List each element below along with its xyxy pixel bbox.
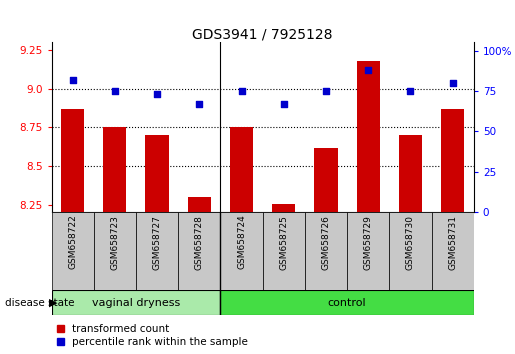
Bar (52, 290, 220, 315)
Text: GSM658722: GSM658722 (68, 215, 77, 269)
Bar (441, 109, 465, 212)
Text: GSM658730: GSM658730 (406, 215, 415, 270)
Bar (305, 212, 347, 290)
Bar (61, 109, 84, 212)
Text: control: control (328, 298, 367, 308)
Bar (178, 212, 220, 290)
Bar (314, 148, 338, 212)
Point (237, 88, 246, 94)
Point (195, 101, 203, 107)
Text: GSM658726: GSM658726 (321, 215, 331, 270)
Bar (356, 61, 380, 212)
Text: disease state: disease state (5, 298, 75, 308)
Text: ▶: ▶ (49, 298, 58, 308)
Bar (263, 212, 305, 290)
Bar (347, 212, 389, 290)
Bar (230, 127, 253, 212)
Bar (52, 212, 94, 290)
Legend: transformed count, percentile rank within the sample: transformed count, percentile rank withi… (57, 324, 248, 347)
Bar (432, 212, 474, 290)
Text: GSM658729: GSM658729 (364, 215, 373, 270)
Title: GDS3941 / 7925128: GDS3941 / 7925128 (193, 27, 333, 41)
Text: GSM658728: GSM658728 (195, 215, 204, 270)
Bar (220, 290, 474, 315)
Point (406, 88, 415, 94)
Bar (94, 212, 136, 290)
Point (364, 67, 372, 73)
Bar (187, 197, 211, 212)
Bar (136, 212, 178, 290)
Bar (272, 204, 296, 212)
Text: vaginal dryness: vaginal dryness (92, 298, 180, 308)
Point (153, 91, 161, 97)
Text: GSM658731: GSM658731 (448, 215, 457, 270)
Bar (103, 127, 127, 212)
Bar (145, 135, 169, 212)
Point (280, 101, 288, 107)
Text: GSM658727: GSM658727 (152, 215, 162, 270)
Point (322, 88, 330, 94)
Text: GSM658723: GSM658723 (110, 215, 119, 270)
Bar (220, 212, 263, 290)
Text: GSM658724: GSM658724 (237, 215, 246, 269)
Bar (399, 135, 422, 212)
Point (111, 88, 119, 94)
Text: GSM658725: GSM658725 (279, 215, 288, 270)
Bar (389, 212, 432, 290)
Point (68, 77, 77, 82)
Point (449, 80, 457, 86)
